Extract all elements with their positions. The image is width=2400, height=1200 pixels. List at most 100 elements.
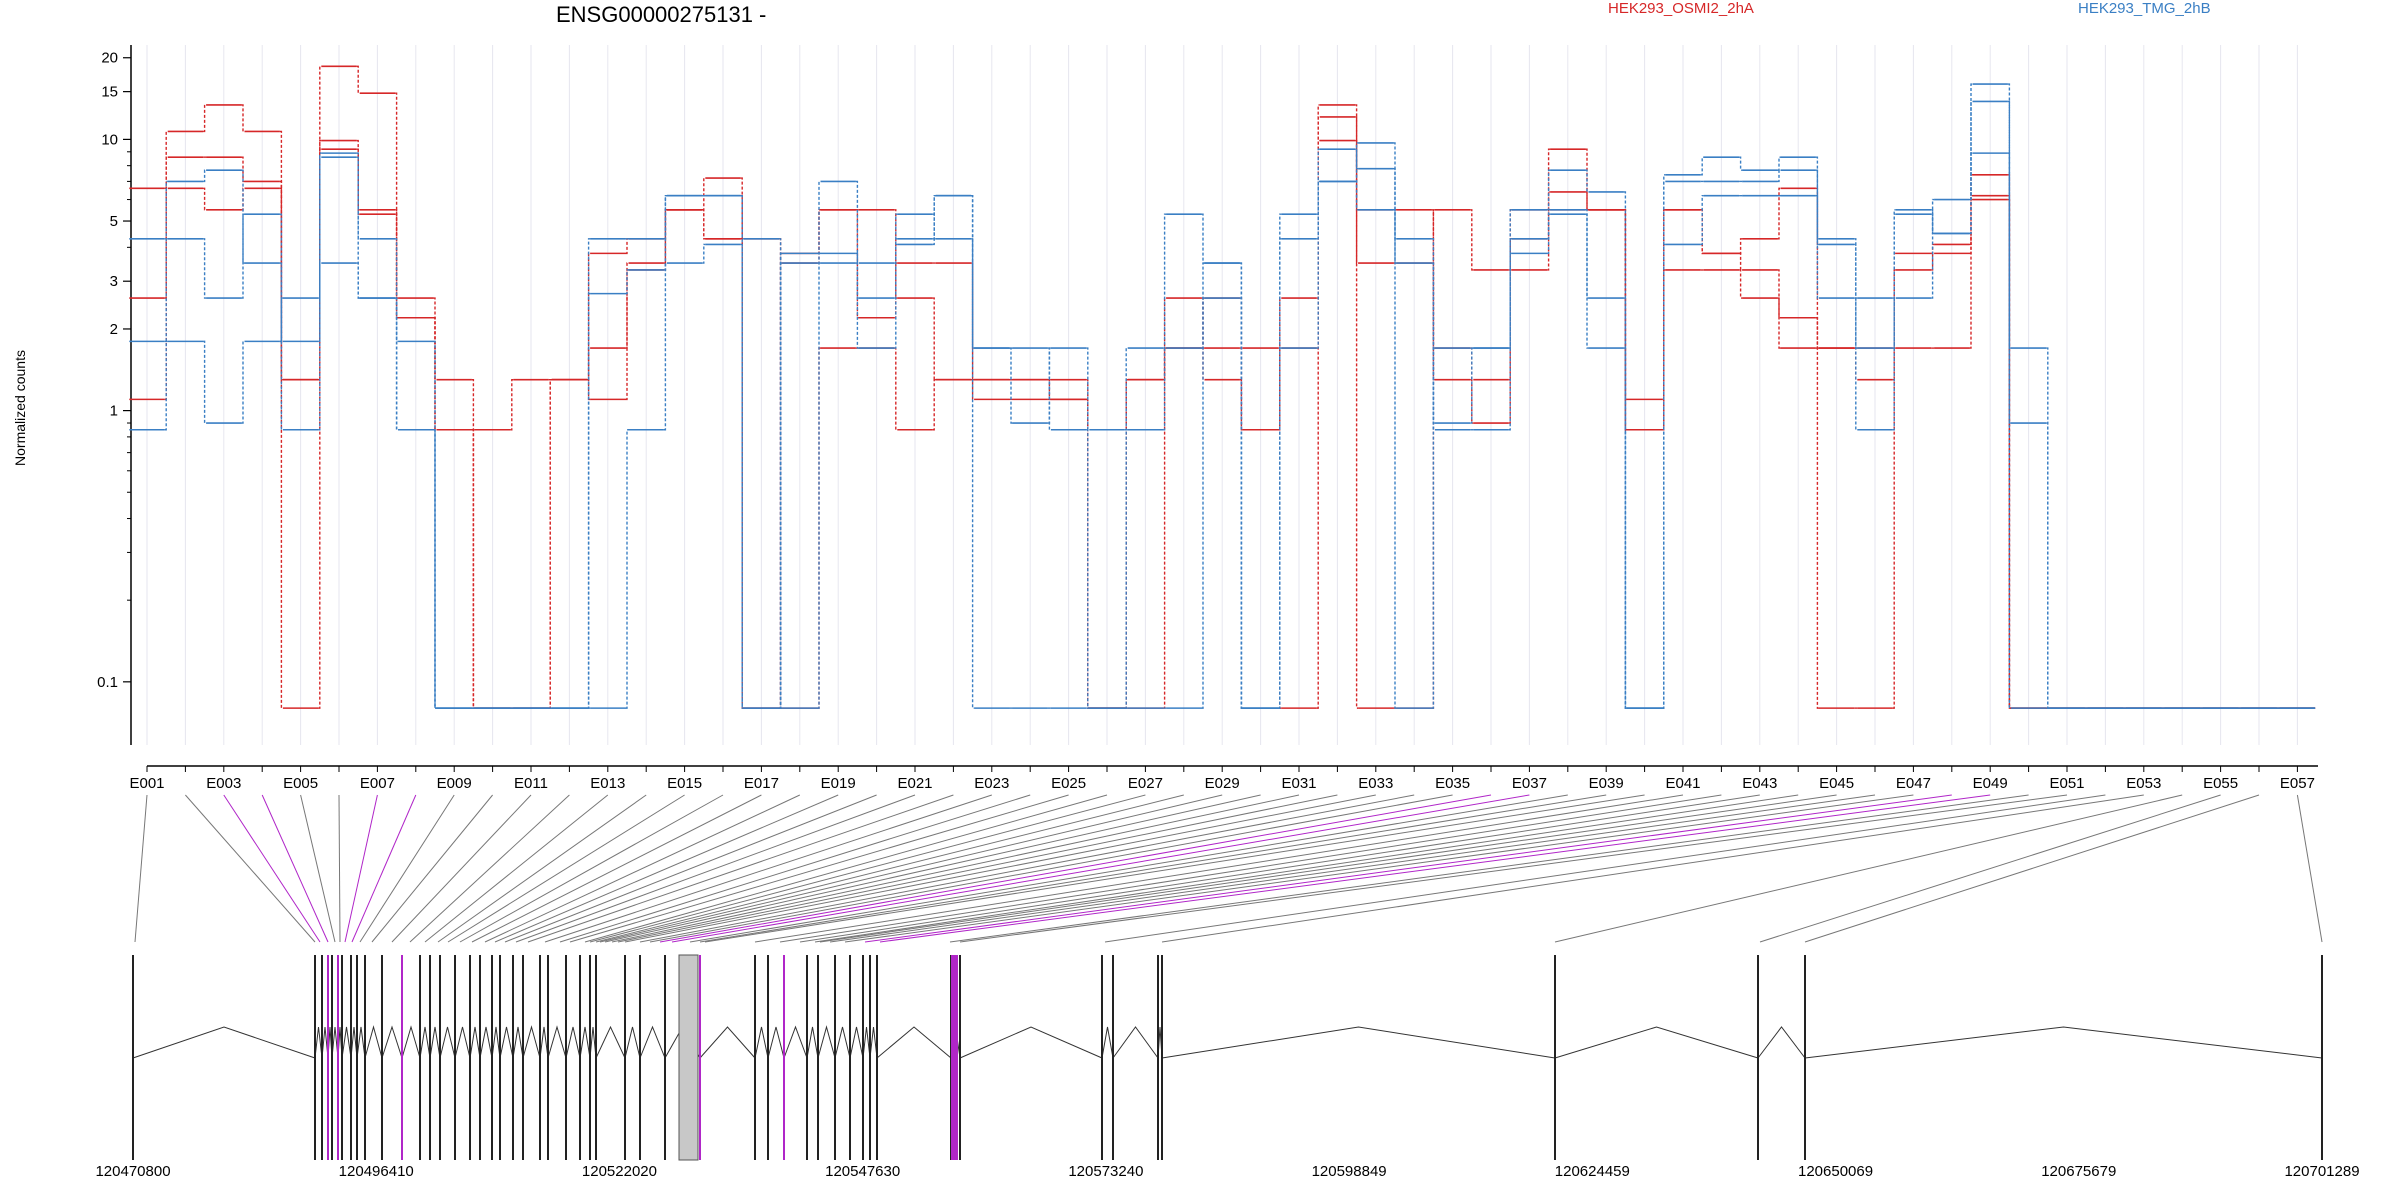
data-riser — [433, 340, 437, 709]
data-riser — [894, 243, 898, 299]
data-riser — [1854, 297, 1858, 431]
exon-block — [512, 955, 514, 1160]
y-tick-label: 0.1 — [97, 674, 118, 691]
x-tick-label: E025 — [1051, 775, 1086, 792]
exon-connector — [624, 794, 1376, 943]
data-riser — [1777, 187, 1781, 240]
exon-block — [565, 955, 567, 1160]
data-riser — [279, 297, 283, 343]
x-tick-label: E005 — [283, 775, 318, 792]
data-riser — [356, 262, 360, 299]
exon-block — [499, 955, 501, 1160]
exon-connectors — [134, 794, 2323, 943]
exon-connector — [338, 794, 341, 943]
x-tick-label: E039 — [1589, 775, 1624, 792]
data-riser — [164, 156, 168, 299]
y-axis: 0.1 1 2 3 5 10 15 20 — [97, 45, 132, 745]
intron — [512, 1026, 524, 1059]
intron — [314, 1026, 323, 1059]
intron — [959, 1026, 1103, 1059]
data-riser — [433, 317, 437, 431]
x-tick-label: E031 — [1281, 775, 1316, 792]
x-tick-label: E053 — [2126, 775, 2161, 792]
genomic-tick-label: 120573240 — [1068, 1163, 1143, 1180]
exon-connector — [300, 794, 336, 943]
exon-connector — [527, 794, 954, 943]
y-tick-label: 1 — [110, 403, 118, 420]
data-riser — [1700, 209, 1704, 255]
exon-connector — [617, 794, 1338, 943]
genomic-tick-label: 120650069 — [1798, 1163, 1873, 1180]
data-riser — [894, 262, 898, 319]
exon-block — [1112, 955, 1114, 1160]
intron — [699, 1026, 756, 1059]
data-riser — [279, 130, 283, 709]
data-riser — [203, 187, 207, 211]
data-riser — [855, 252, 859, 349]
exon-connector — [639, 794, 1415, 943]
data-riser — [510, 379, 514, 431]
exon-connector — [599, 794, 1223, 943]
exon-connector — [484, 794, 801, 943]
exon-block — [959, 955, 961, 1160]
genomic-tick-label: 120675679 — [2041, 1163, 2116, 1180]
exon-connector — [559, 794, 1031, 943]
exon-block — [783, 955, 785, 1160]
data-riser — [356, 148, 360, 215]
data-riser — [1777, 269, 1781, 319]
data-riser — [1623, 209, 1627, 431]
exon-connector — [704, 794, 1645, 943]
intron — [849, 1026, 864, 1059]
data-riser — [241, 213, 245, 299]
intron — [783, 1025, 808, 1059]
data-riser — [1239, 297, 1243, 709]
data-riser — [932, 379, 936, 431]
data-riser — [1355, 116, 1359, 264]
data-riser — [1239, 262, 1243, 709]
data-riser — [1700, 156, 1704, 176]
intron — [834, 1026, 851, 1059]
exon-connector — [829, 794, 1876, 943]
x-tick-label: E051 — [2049, 775, 2084, 792]
data-riser — [1585, 169, 1589, 193]
intron — [1757, 1026, 1806, 1059]
data-riser — [1931, 198, 1935, 299]
data-riser — [203, 340, 207, 424]
data-riser — [395, 213, 399, 319]
exon-connector — [185, 794, 316, 943]
exon-block — [356, 955, 358, 1160]
data-riser — [932, 194, 936, 246]
x-tick-label: E011 — [514, 775, 548, 792]
data-riser — [164, 180, 168, 431]
data-riser — [1662, 209, 1666, 431]
data-riser — [395, 238, 399, 343]
data-riser — [1931, 252, 1935, 271]
intron — [876, 1026, 952, 1059]
data-riser — [1239, 379, 1243, 431]
x-tick-label: E027 — [1128, 775, 1163, 792]
exon-block — [381, 955, 383, 1160]
intron — [639, 1025, 666, 1059]
x-tick-label: E029 — [1205, 775, 1240, 792]
exon-connector — [1804, 794, 2260, 943]
exon-connector — [424, 794, 609, 943]
genomic-tick-label: 120496410 — [339, 1163, 414, 1180]
chart-title: ENSG00000275131 - — [556, 2, 766, 27]
legend-label-osmi2: HEK293_OSMI2_2hA — [1608, 0, 1754, 17]
exon-block — [331, 955, 333, 1160]
exon-connector — [754, 794, 1684, 943]
exon-connector — [1759, 794, 2221, 943]
y-tick-label: 2 — [110, 321, 118, 338]
data-riser — [971, 238, 975, 349]
data-riser — [740, 243, 744, 709]
data-riser — [2007, 152, 2011, 424]
data-riser — [1393, 167, 1397, 240]
exon-connector — [589, 794, 1146, 943]
x-tick-label: E007 — [360, 775, 395, 792]
exon-connector — [223, 794, 321, 943]
data-riser — [702, 243, 706, 264]
exon-connector — [1554, 794, 2183, 943]
exon-block — [817, 955, 819, 1160]
data-riser — [894, 213, 898, 264]
exon-block — [639, 955, 641, 1160]
